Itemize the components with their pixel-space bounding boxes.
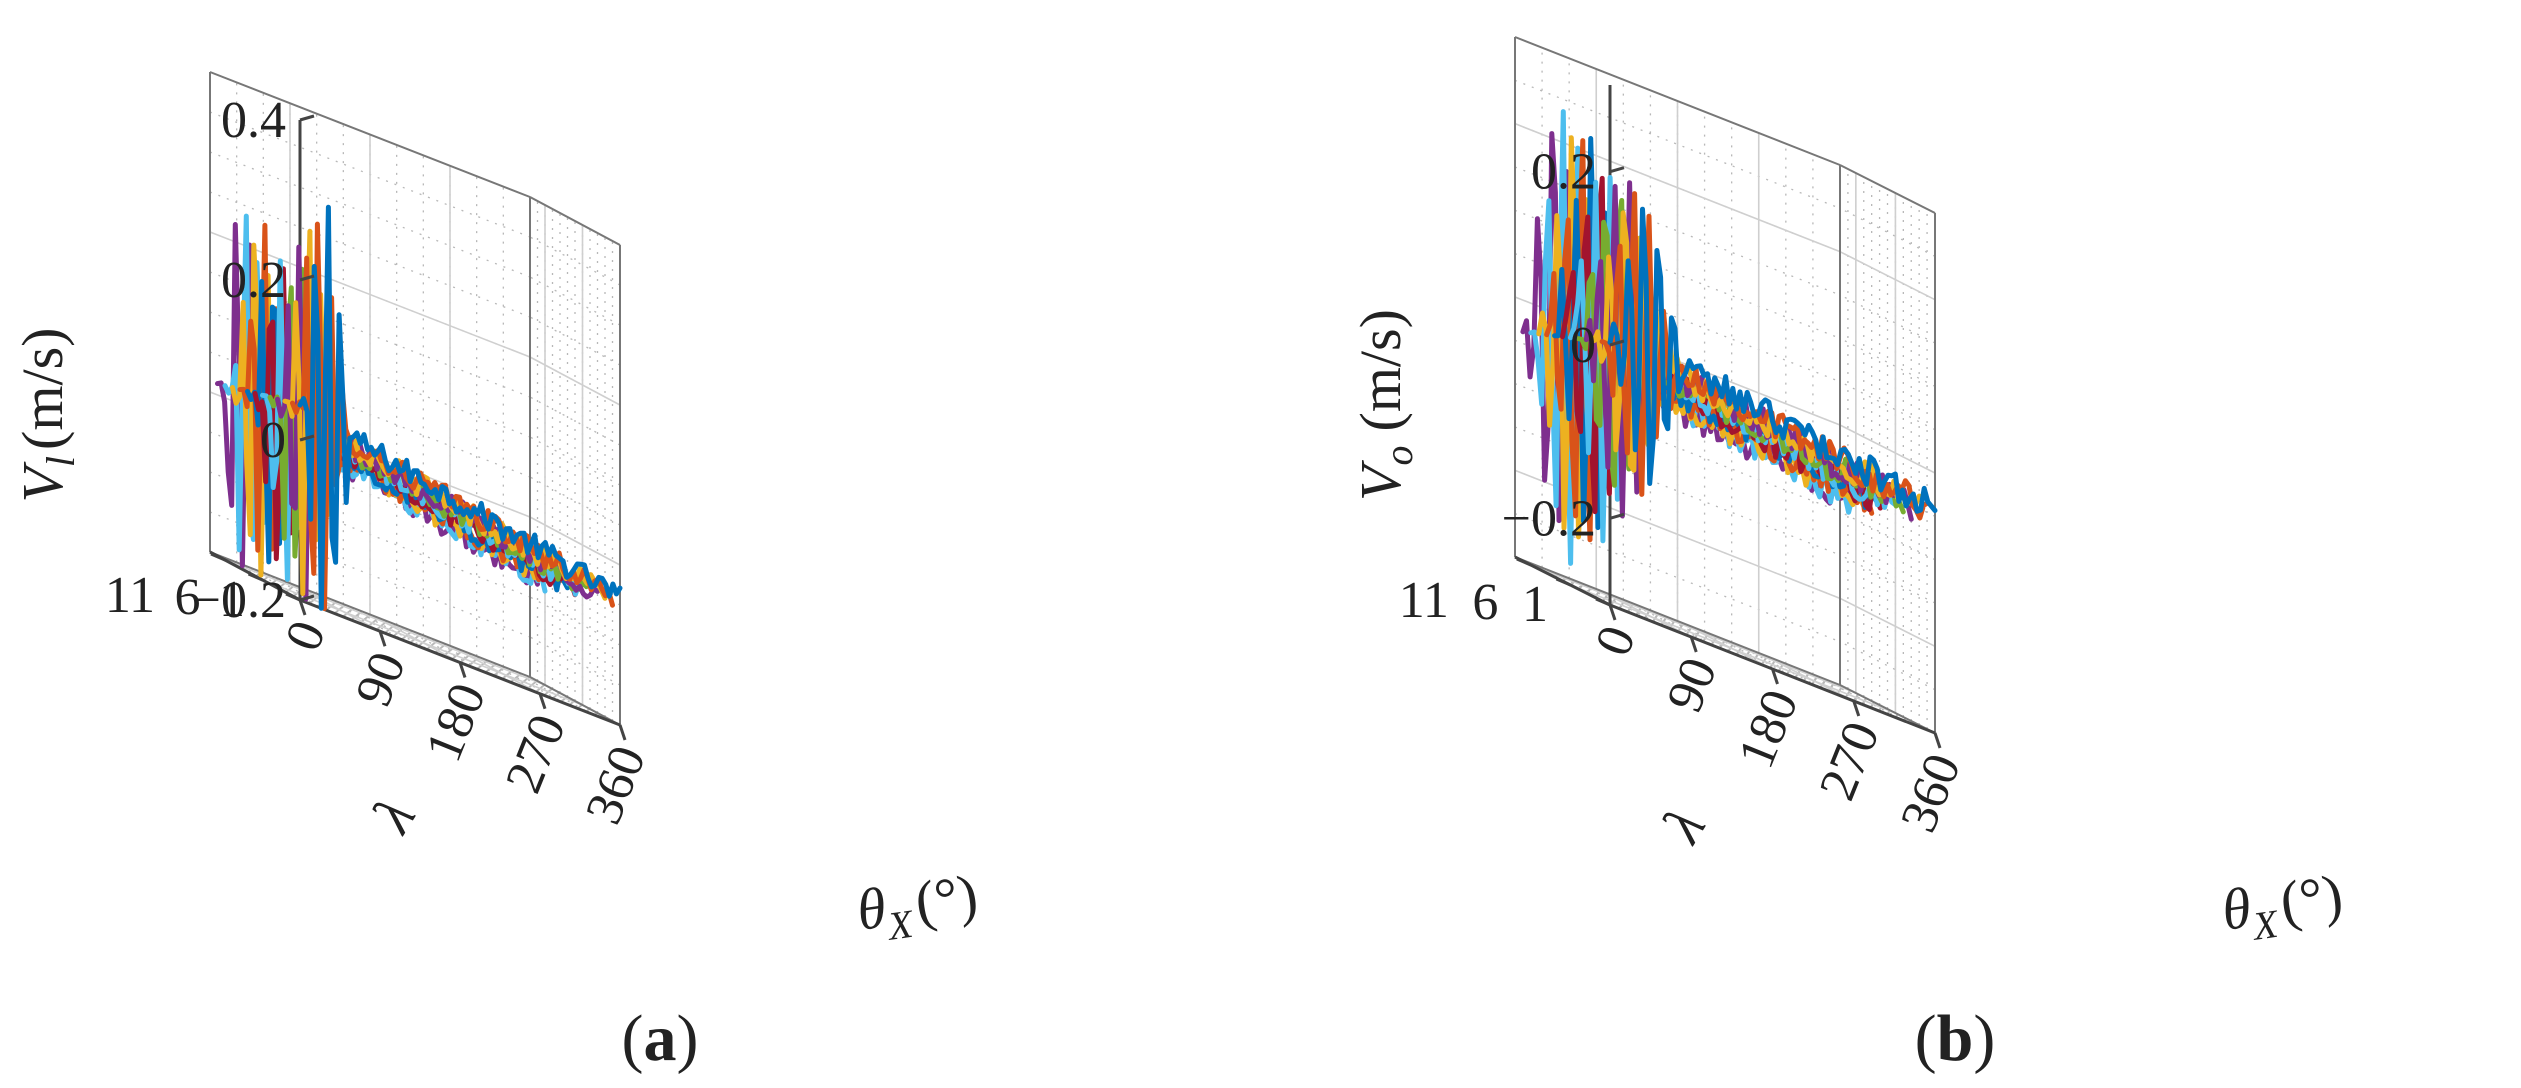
x-tick-mark [618,724,627,741]
box-edge [1514,36,1841,166]
y-tick-label: 6 [175,569,201,626]
z-tick-label: 0 [1570,317,1596,374]
zlabel-panel-b: Vo(m/s) [1348,309,1421,501]
y-tick-mark [1595,597,1611,607]
grid-line-minor [1839,337,1936,387]
ylabel-panel-b: λ [1648,797,1717,854]
x-tick-label: 90 [345,644,417,714]
z-tick-mark [1609,339,1625,347]
z-tick-mark [299,274,315,282]
grid-line-major [1530,564,1857,694]
grid-line-major [224,559,546,686]
y-tick-label: 1 [219,571,245,628]
x-tick-mark [458,662,467,678]
grid-line-major [1839,597,1936,648]
z-tick-label: 0.2 [1531,144,1596,201]
box-edge [1514,556,1841,686]
y-tick-mark [1555,577,1572,587]
box-edge [529,196,621,246]
grid-line-minor [529,436,621,486]
box-edge [1839,684,1936,734]
z-tick-mark [1609,512,1625,520]
z-tick-mark [299,434,315,442]
y-tick-mark [1516,557,1532,567]
x-tick-mark [538,693,547,710]
x-tick-mark [1933,732,1942,749]
x-tick-label: 360 [1890,746,1972,840]
grid-line-major [1570,584,1896,714]
grid-line-minor [1839,381,1936,431]
x-tick-label: 180 [1728,682,1810,776]
x-tick-mark [1852,700,1861,717]
y-tick-label: 11 [1399,572,1449,629]
series-line-lambda-2 [290,221,615,611]
grid-line-minor [1839,554,1936,604]
x-tick-label: 180 [415,676,497,770]
y-tick-label: 11 [105,567,155,624]
grid-line-minor [1839,641,1936,691]
series-group-panel-a [215,204,623,611]
series-line-lambda-1 [1607,206,1938,514]
grid-line-minor [529,636,621,686]
series-line-lambda-2 [1599,191,1930,521]
x-tick-label: 360 [575,738,657,832]
series-group-panel-b [1520,109,1938,566]
z-tick-label: −0.2 [1502,490,1596,547]
y-tick-label: 6 [1472,574,1498,631]
x-tick-mark [1689,636,1698,653]
z-tick-label: 0.2 [221,252,286,309]
z-tick-mark [299,114,315,122]
zlabel-panel-a: Vl(m/s) [10,328,83,503]
y-tick-label: 1 [1522,576,1548,633]
box-edge [1839,164,1936,214]
xlabel-panel-b: θX(°) [2218,862,2348,953]
y-tick-mark [285,592,301,602]
box-edge [529,676,621,726]
series-line-lambda-1 [297,204,623,611]
y-tick-mark [247,572,264,582]
x-tick-label: 270 [495,707,577,801]
panel-label-b: (b) [1915,1002,1996,1075]
z-tick-label: 0 [260,412,286,469]
box-edge [209,71,531,198]
grid-line-minor [529,276,621,326]
x-tick-label: 0 [275,613,338,658]
grid-line-major [529,356,621,406]
panel-label-a: (a) [622,1002,699,1075]
x-tick-label: 0 [1585,618,1648,663]
x-tick-mark [1608,604,1617,621]
xlabel-panel-a: θX(°) [853,862,983,953]
x-tick-label: 270 [1809,714,1891,808]
x-tick-mark [378,630,387,647]
ylabel-panel-a: λ [358,787,427,844]
grid-line-major [262,579,583,706]
x-tick-mark [1771,668,1779,685]
z-tick-label: 0.4 [221,92,286,149]
z-tick-label: −0.2 [192,572,286,629]
x-tick-mark [298,599,307,616]
z-tick-mark [299,594,315,602]
y-tick-mark [210,552,226,562]
z-tick-mark [1609,166,1625,174]
x-tick-label: 90 [1656,650,1728,720]
